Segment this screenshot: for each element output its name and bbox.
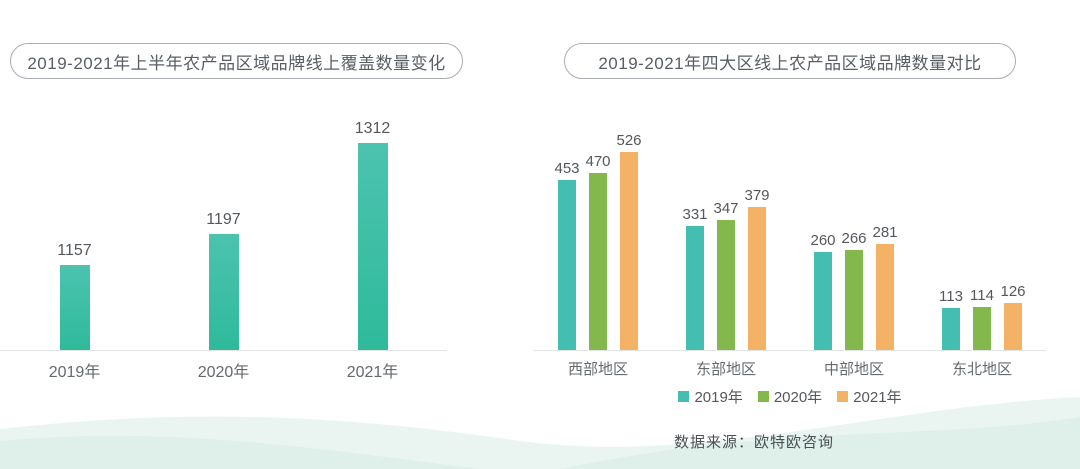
axis-category-label: 2020年 bbox=[197, 364, 250, 381]
axis-slot: 2019年 bbox=[0, 358, 149, 382]
bar bbox=[942, 308, 960, 350]
bar-value-label: 1157 bbox=[57, 242, 92, 259]
bar bbox=[1004, 303, 1022, 350]
bar-value-label: 114 bbox=[970, 287, 994, 304]
bar bbox=[717, 220, 735, 350]
left-chart-title: 2019-2021年上半年农产品区域品牌线上覆盖数量变化 bbox=[10, 43, 463, 79]
bar-value-label: 1197 bbox=[206, 211, 241, 228]
bar-slot: 1157 bbox=[0, 242, 149, 350]
bar-value-label: 260 bbox=[810, 232, 836, 249]
bar-value-label: 347 bbox=[713, 200, 739, 217]
axis-slot: 东北地区 bbox=[918, 358, 1046, 379]
bar-group: 453 470 526 bbox=[554, 132, 642, 350]
bar-value-label: 281 bbox=[872, 224, 898, 241]
bar-value-label: 113 bbox=[939, 288, 963, 305]
axis-slot: 西部地区 bbox=[534, 358, 662, 379]
bar-value-label: 266 bbox=[841, 230, 867, 247]
bar bbox=[845, 250, 863, 350]
axis-category-label: 东部地区 bbox=[695, 361, 756, 378]
bar bbox=[973, 307, 991, 350]
bar-column: 114 bbox=[970, 287, 994, 350]
bar-group-slot: 331 347 379 bbox=[662, 187, 790, 350]
bar bbox=[357, 143, 388, 350]
left-chart-axis-labels: 2019年 2020年 2021年 bbox=[0, 358, 447, 382]
legend-item: 2019年 bbox=[678, 386, 743, 407]
bar-column: 1312 bbox=[355, 120, 390, 350]
bar-value-label: 126 bbox=[1000, 283, 1026, 300]
bar bbox=[620, 152, 638, 350]
bar bbox=[814, 252, 832, 350]
axis-category-label: 2021年 bbox=[346, 364, 399, 381]
bar-column: 470 bbox=[585, 153, 611, 350]
bar-column: 1197 bbox=[206, 211, 241, 350]
left-chart-plot: 1157 1197 1312 bbox=[0, 113, 447, 351]
axis-category-label: 西部地区 bbox=[567, 361, 628, 378]
bar-value-label: 379 bbox=[744, 187, 770, 204]
legend-label: 2021年 bbox=[853, 389, 902, 406]
bar bbox=[208, 234, 239, 350]
bar bbox=[876, 244, 894, 350]
bar-value-label: 331 bbox=[682, 206, 708, 223]
legend-label: 2020年 bbox=[773, 389, 823, 406]
right-chart-plot: 453 470 526 331 347 379 260 266 281 113 114 126 bbox=[534, 130, 1046, 351]
axis-slot: 中部地区 bbox=[790, 358, 918, 379]
bar bbox=[686, 226, 704, 350]
bar-slot: 1197 bbox=[149, 211, 298, 350]
bar-column: 526 bbox=[616, 132, 642, 350]
bar-group: 113 114 126 bbox=[939, 283, 1026, 350]
bar-value-label: 526 bbox=[616, 132, 642, 149]
bar-column: 281 bbox=[872, 224, 898, 350]
wave-shape-left bbox=[0, 435, 480, 469]
legend-item: 2020年 bbox=[757, 386, 823, 407]
bar-value-label: 1312 bbox=[354, 120, 391, 137]
bar bbox=[589, 173, 607, 350]
bar-group-slot: 453 470 526 bbox=[534, 132, 662, 350]
axis-category-label: 2019年 bbox=[48, 364, 101, 381]
legend-swatch bbox=[757, 391, 769, 402]
right-chart-title: 2019-2021年四大区线上农产品区域品牌数量对比 bbox=[564, 43, 1016, 79]
legend-item: 2021年 bbox=[837, 386, 902, 407]
bar-column: 453 bbox=[554, 160, 580, 350]
bar-column: 347 bbox=[713, 200, 739, 350]
bar bbox=[59, 265, 90, 350]
legend-swatch bbox=[678, 391, 690, 402]
axis-slot: 东部地区 bbox=[662, 358, 790, 379]
axis-category-label: 东北地区 bbox=[951, 361, 1012, 378]
legend-label: 2019年 bbox=[694, 389, 743, 406]
bar-column: 379 bbox=[744, 187, 770, 350]
bar-group: 331 347 379 bbox=[682, 187, 770, 350]
right-chart-axis-labels: 西部地区 东部地区 中部地区 东北地区 bbox=[534, 358, 1046, 379]
bar-column: 266 bbox=[841, 230, 867, 350]
bar-column: 331 bbox=[682, 206, 708, 350]
bar-group-slot: 113 114 126 bbox=[918, 283, 1046, 350]
axis-slot: 2020年 bbox=[149, 358, 298, 382]
background-waves bbox=[0, 397, 1080, 469]
wave-shape-right bbox=[560, 417, 1080, 469]
bar-value-label: 453 bbox=[554, 160, 580, 177]
bar-column: 260 bbox=[810, 232, 836, 350]
bar bbox=[558, 180, 576, 350]
right-chart-legend: 2019年 2020年 2021年 bbox=[534, 386, 1046, 407]
bar-column: 1157 bbox=[57, 242, 92, 350]
data-source-note: 数据来源：欧特欧咨询 bbox=[673, 434, 834, 451]
bar-value-label: 470 bbox=[585, 153, 611, 170]
bar-group: 260 266 281 bbox=[810, 224, 898, 350]
bar-group-slot: 260 266 281 bbox=[790, 224, 918, 350]
bar-column: 113 bbox=[939, 288, 963, 350]
bar-column: 126 bbox=[1000, 283, 1026, 350]
bar bbox=[748, 207, 766, 350]
legend-swatch bbox=[837, 391, 849, 402]
axis-category-label: 中部地区 bbox=[823, 361, 884, 378]
bar-slot: 1312 bbox=[298, 120, 447, 350]
axis-slot: 2021年 bbox=[298, 358, 447, 382]
